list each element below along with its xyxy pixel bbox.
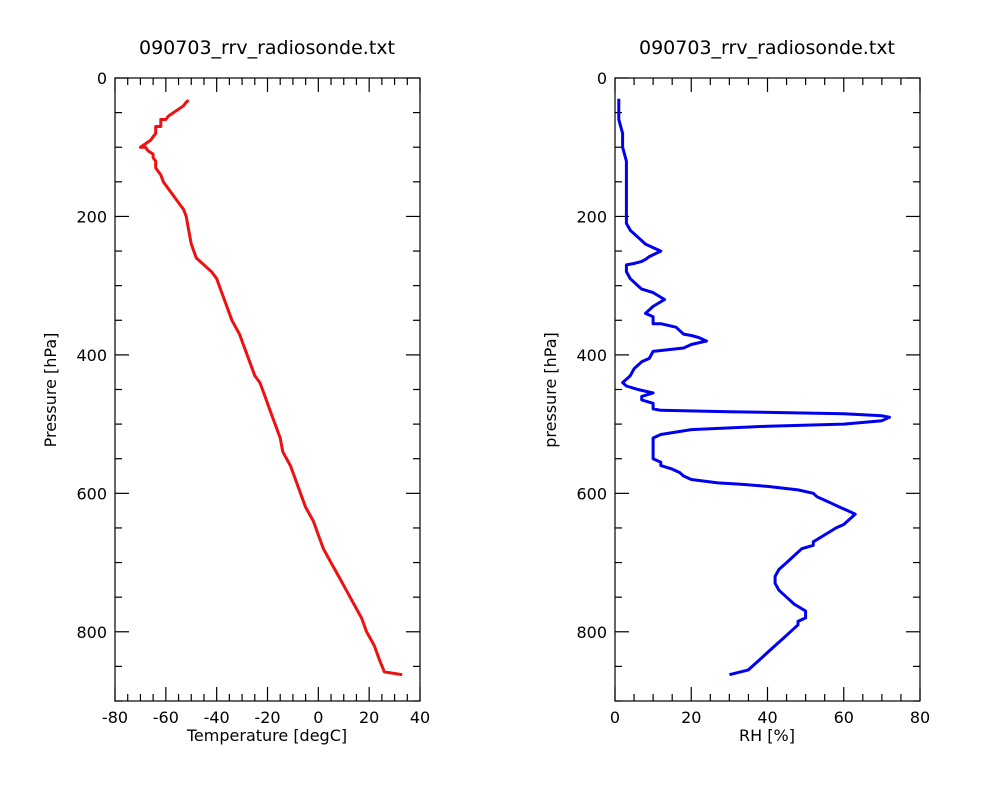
y-tick-label: 400: [76, 346, 107, 365]
x-tick-label: 60: [834, 708, 854, 727]
x-tick-label: 20: [681, 708, 701, 727]
x-tick-label: 40: [757, 708, 777, 727]
x-tick-label: 0: [313, 708, 323, 727]
x-tick-label: -40: [204, 708, 230, 727]
y-tick-label: 200: [76, 207, 107, 226]
y-tick-label: 600: [576, 484, 607, 503]
rh-plot-frame: [614, 77, 921, 702]
x-tick-label: -80: [102, 708, 128, 727]
x-tick-label: 40: [410, 708, 430, 727]
y-tick-label: 0: [97, 69, 107, 88]
y-tick-label: 800: [76, 623, 107, 642]
y-tick-label: 600: [76, 484, 107, 503]
x-tick-label: 20: [359, 708, 379, 727]
temperature-profile-line: [138, 99, 403, 677]
temperature-chart-title: 090703_rrv_radiosonde.txt: [139, 37, 395, 59]
temperature-axis-ticks: [114, 77, 421, 702]
rh-chart: 090703_rrv_radiosonde.txt 0 20 40 60 8002004…: [541, 37, 930, 745]
y-tick-label: 0: [597, 69, 607, 88]
x-tick-label: 80: [910, 708, 930, 727]
y-tick-label: 400: [576, 346, 607, 365]
rh-axis-ticks: [614, 77, 921, 702]
temperature-x-axis-label: Temperature [degC]: [186, 726, 347, 745]
x-tick-label: -20: [254, 708, 280, 727]
y-tick-label: 200: [576, 207, 607, 226]
temperature-chart: 090703_rrv_radiosonde.txt -80 -60 -40 -20 0 2…: [41, 37, 430, 745]
temperature-y-axis-label: Pressure [hPa]: [41, 333, 60, 448]
rh-y-axis-label: pressure [hPa]: [541, 332, 560, 448]
y-tick-label: 800: [576, 623, 607, 642]
x-tick-label: -60: [153, 708, 179, 727]
temperature-plot-frame: [114, 77, 421, 702]
rh-x-axis-label: RH [%]: [739, 726, 795, 745]
x-tick-label: 0: [610, 708, 620, 727]
rh-chart-title: 090703_rrv_radiosonde.txt: [639, 37, 895, 59]
rh-profile-line: [617, 98, 891, 677]
